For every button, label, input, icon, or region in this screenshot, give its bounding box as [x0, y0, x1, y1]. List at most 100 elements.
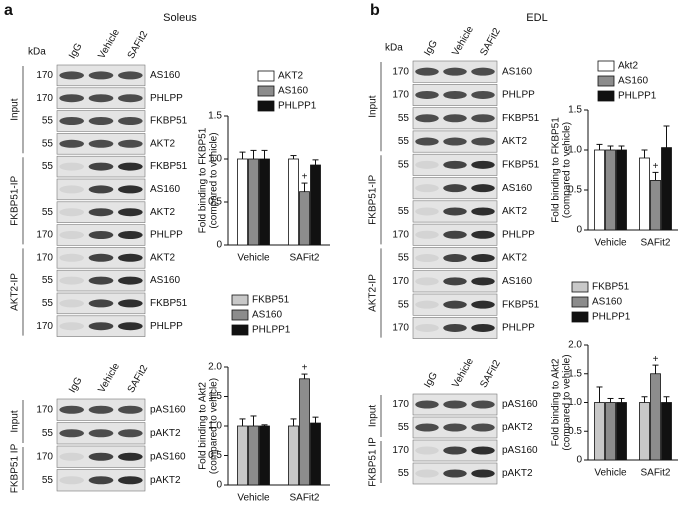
band — [88, 231, 114, 239]
protein-label: PHLPP — [150, 230, 183, 241]
band — [118, 117, 143, 125]
significance-mark: + — [302, 363, 308, 374]
bar — [650, 373, 661, 461]
legend-label: AS160 — [252, 310, 282, 321]
group-label: FKBP51-IP — [368, 174, 379, 224]
kda-label: 55 — [398, 136, 410, 147]
bar — [605, 402, 616, 461]
band — [59, 405, 84, 414]
band — [443, 114, 467, 123]
band — [471, 277, 495, 286]
band — [415, 230, 439, 239]
band — [415, 446, 439, 455]
band — [471, 207, 495, 216]
kda-label: 170 — [36, 93, 53, 104]
bar — [661, 402, 672, 461]
kda-label: 55 — [42, 161, 54, 172]
group-label: FKBP51 IP — [10, 443, 21, 493]
x-tick-label: Vehicle — [594, 468, 627, 479]
bar — [639, 402, 650, 461]
band — [118, 322, 143, 331]
band — [118, 276, 143, 285]
kda-label: 170 — [392, 323, 409, 334]
band — [443, 184, 467, 193]
protein-label: AS160 — [150, 184, 180, 195]
y-tick-label: 1.0 — [208, 154, 222, 165]
panel-title: Soleus — [163, 12, 197, 24]
band — [471, 160, 495, 169]
band — [415, 160, 439, 169]
kda-label: 170 — [36, 230, 53, 241]
band — [443, 300, 467, 309]
band — [471, 254, 495, 263]
protein-label: AKT2 — [150, 138, 175, 149]
band — [415, 469, 439, 478]
band — [471, 114, 495, 123]
band — [88, 71, 114, 80]
kda-label: 55 — [398, 253, 410, 264]
lane-label: SAFit2 — [126, 29, 151, 61]
band — [443, 160, 467, 169]
lane-label: Vehicle — [96, 361, 122, 395]
protein-label: FKBP51 — [502, 159, 540, 170]
protein-label: AKT2 — [150, 252, 175, 263]
band — [415, 400, 439, 409]
lane-label: IgG — [422, 370, 440, 390]
legend-label: Akt2 — [618, 61, 638, 72]
lane-label: SAFit2 — [478, 26, 503, 58]
band — [415, 184, 439, 193]
y-tick-label: 1.5 — [208, 391, 222, 402]
legend-label: FKBP51 — [592, 282, 630, 293]
band — [443, 137, 467, 146]
bar — [299, 191, 310, 246]
band — [59, 185, 84, 194]
band — [118, 299, 143, 308]
band — [471, 90, 495, 99]
group-label: Input — [368, 405, 379, 427]
kda-label: 55 — [42, 207, 54, 218]
band — [471, 137, 495, 146]
band — [88, 405, 114, 414]
panel-letter: b — [370, 2, 380, 19]
panel-title: EDL — [526, 12, 547, 24]
kda-label: 55 — [42, 298, 54, 309]
band — [59, 276, 84, 285]
y-tick-label: 0 — [216, 480, 222, 491]
band — [118, 429, 143, 438]
band — [415, 67, 439, 76]
protein-label: AKT2 — [150, 207, 175, 218]
band — [471, 300, 495, 309]
kda-label: 170 — [392, 90, 409, 101]
bar — [299, 378, 310, 486]
band — [443, 323, 467, 332]
lane-label: IgG — [67, 375, 85, 395]
kda-label: 170 — [392, 66, 409, 77]
band — [415, 300, 439, 309]
legend-swatch — [571, 281, 589, 293]
band — [415, 423, 439, 432]
kda-label: 55 — [398, 159, 410, 170]
lane-label: SAFit2 — [126, 363, 151, 395]
group-label: Input — [10, 98, 21, 120]
band — [443, 67, 467, 76]
band — [118, 139, 143, 148]
legend-swatch — [257, 85, 275, 97]
protein-label: AS160 — [150, 70, 180, 81]
band — [415, 207, 439, 216]
y-tick-label: 0.5 — [568, 426, 582, 437]
kda-label: 170 — [36, 70, 53, 81]
band — [88, 185, 114, 194]
significance-mark: + — [653, 161, 659, 172]
band — [88, 208, 114, 217]
bar — [310, 164, 321, 246]
y-tick-label: 0 — [576, 455, 582, 466]
kda-label: 55 — [398, 113, 410, 124]
bar — [288, 158, 299, 246]
legend-swatch — [257, 70, 275, 82]
x-tick-label: SAFit2 — [640, 468, 670, 479]
bar — [288, 425, 299, 486]
band — [59, 452, 84, 461]
protein-label: AS160 — [502, 183, 532, 194]
band — [59, 162, 84, 171]
bar — [248, 158, 259, 246]
